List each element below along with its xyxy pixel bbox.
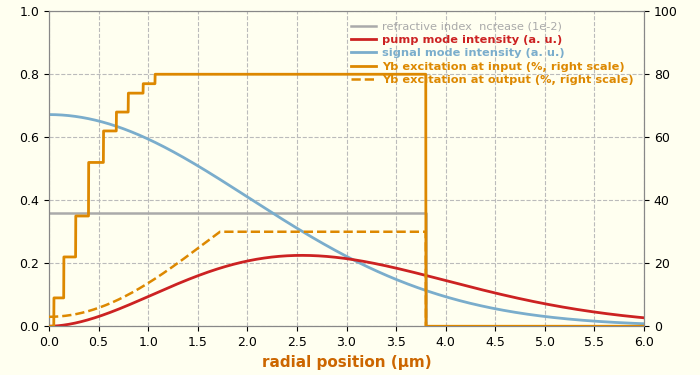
X-axis label: radial position (μm): radial position (μm) <box>262 354 431 369</box>
Legend: refractive index  ncrease (1e-2), pump mode intensity (a. u.), signal mode inten: refractive index ncrease (1e-2), pump mo… <box>346 17 638 90</box>
